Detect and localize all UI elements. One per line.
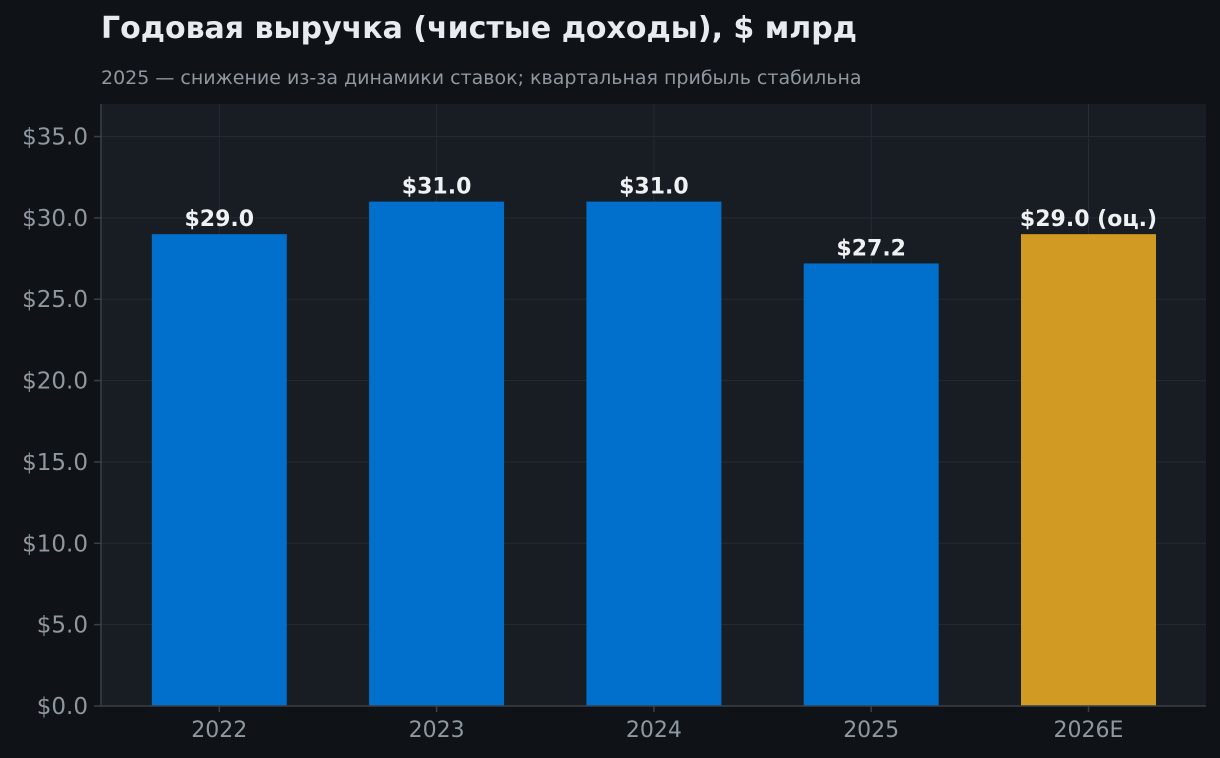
- y-tick-label: $0.0: [37, 694, 88, 720]
- y-tick-label: $30.0: [22, 206, 88, 232]
- data-labels: $29.0 $31.0 $31.0 $27.2 $29.0 (оц.): [185, 175, 1158, 262]
- bar-2022: [151, 234, 287, 706]
- y-tick-label: $10.0: [22, 531, 88, 557]
- x-tick-label: 2025: [843, 718, 899, 743]
- bar-value-label: $29.0: [185, 207, 255, 232]
- y-tick-label: $15.0: [22, 450, 88, 476]
- chart-subtitle: 2025 — снижение из-за динамики ставок; к…: [101, 67, 862, 89]
- bar-value-label: $29.0 (оц.): [1020, 207, 1157, 232]
- bar-value-label: $31.0: [619, 175, 689, 200]
- y-tick-label: $35.0: [22, 125, 88, 151]
- bar-2024: [586, 201, 722, 706]
- chart-title: Годовая выручка (чистые доходы), $ млрд: [101, 11, 857, 46]
- y-tick-label: $5.0: [37, 613, 88, 639]
- x-tick-label: 2023: [409, 718, 465, 743]
- x-tick-label: 2024: [626, 718, 682, 743]
- bar-value-label: $27.2: [836, 236, 906, 261]
- bar-2025: [803, 263, 939, 706]
- x-tick-label: 2022: [191, 718, 247, 743]
- y-tick-label: $25.0: [22, 287, 88, 313]
- bar-2023: [369, 201, 505, 706]
- bar-2026E: [1021, 234, 1156, 706]
- x-tick-label: 2026E: [1054, 718, 1124, 743]
- axes: $0.0 $5.0 $10.0 $15.0 $20.0 $25.0 $30.0 $35.0 20…: [22, 104, 1206, 743]
- bars: [151, 201, 1156, 706]
- y-tick-label: $20.0: [22, 369, 88, 395]
- bar-value-label: $31.0: [402, 175, 472, 200]
